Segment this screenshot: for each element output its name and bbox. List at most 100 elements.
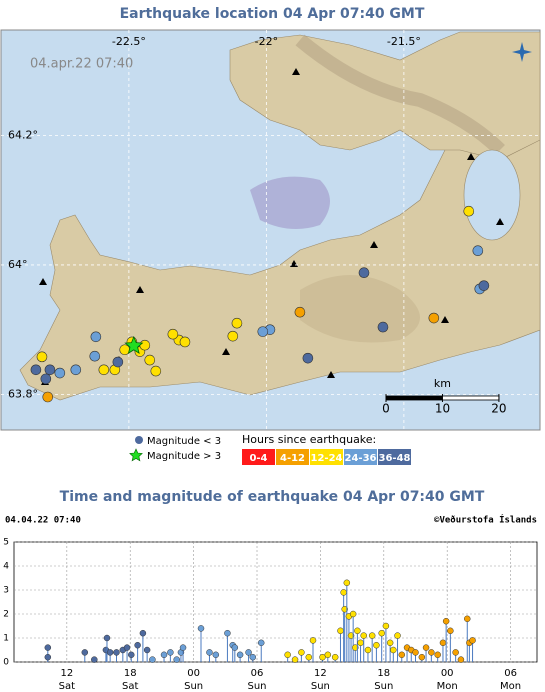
quake-point (245, 649, 252, 656)
legend-label: 36-48 (379, 453, 411, 464)
quake-point (197, 625, 205, 632)
quake-point (457, 656, 465, 663)
quake (358, 267, 370, 279)
map: 04.apr.22 07:40 -22.5° -22° -21.5° 64.2° 64°… (0, 29, 541, 431)
y-tick-label: 4 (3, 562, 9, 572)
x-tick-label: 12 (60, 668, 73, 679)
quake-point (422, 644, 430, 651)
quake-point (257, 639, 265, 647)
quake-point (309, 637, 317, 644)
quake-point (452, 649, 459, 656)
quake-point (394, 632, 401, 639)
scale-label: 10 (435, 402, 450, 416)
scale-label: 20 (491, 402, 506, 416)
legend-swatch (378, 449, 411, 465)
quake-point (103, 634, 111, 642)
quake-point (347, 632, 355, 639)
quake (112, 356, 124, 368)
quake (98, 364, 110, 376)
x-tick-day: Sat (59, 681, 75, 692)
quake-point (464, 615, 471, 623)
x-tick-label: 00 (441, 668, 454, 679)
quake-point (352, 644, 359, 651)
legend-small: Magnitude < 3 (147, 436, 221, 447)
quake (294, 306, 306, 318)
quake-point (357, 639, 364, 647)
legend-swatch (344, 449, 377, 465)
quake (40, 373, 52, 385)
quake (70, 364, 82, 376)
chart-date: 04.04.22 07:40 (5, 516, 81, 526)
legend-swatch (276, 449, 309, 465)
x-tick-label: 06 (504, 668, 517, 679)
legend-swatch (310, 449, 343, 465)
lon-label: -22.5° (112, 35, 146, 48)
quake-point (340, 589, 347, 596)
quake-point (434, 651, 441, 659)
x-tick-day: Mon (500, 681, 521, 692)
credit: ©Veðurstofa Íslands (434, 514, 537, 526)
x-tick-label: 12 (314, 668, 327, 679)
quake-point (382, 622, 390, 630)
quake (428, 312, 440, 324)
lat-label: 64.2° (8, 129, 38, 142)
x-tick-day: Sun (311, 681, 330, 692)
quake (89, 350, 101, 362)
quake (472, 245, 484, 257)
quake-point (206, 649, 213, 656)
quake-point (179, 644, 187, 651)
y-tick-label: 1 (3, 634, 9, 644)
quake-point (44, 653, 52, 661)
map-title: Earthquake location 04 Apr 07:40 GMT (120, 6, 425, 22)
legend-large: Magnitude > 3 (147, 451, 221, 462)
highland (295, 34, 505, 156)
quake-point (160, 651, 168, 659)
x-tick-day: Sun (184, 681, 203, 692)
quake-point (143, 646, 151, 654)
y-tick-label: 5 (3, 538, 9, 548)
quake-point (439, 639, 447, 647)
quake-point (106, 649, 114, 656)
highland (300, 275, 420, 343)
quake-point (236, 651, 244, 659)
quake-point (291, 656, 299, 663)
legend-label: 12-24 (311, 453, 343, 464)
quake-point (442, 617, 450, 625)
x-tick-day: Mon (437, 681, 458, 692)
lon-label: -22° (255, 35, 278, 48)
quake-point (123, 644, 131, 651)
quake (377, 321, 389, 333)
quake-point (134, 641, 141, 649)
quake (36, 351, 48, 363)
quake (42, 391, 54, 403)
x-tick-label: 00 (187, 668, 200, 679)
legend-label: 24-36 (345, 453, 377, 464)
quake-point (231, 644, 239, 651)
quake (227, 330, 239, 342)
quake-point (428, 649, 435, 656)
quake (139, 339, 151, 351)
quake (231, 317, 243, 329)
quake-point (173, 656, 180, 663)
y-tick-label: 3 (3, 586, 9, 596)
quake-point (298, 649, 305, 656)
quake-point (364, 646, 372, 654)
quake (90, 331, 102, 343)
quake (179, 336, 191, 348)
y-tick-label: 2 (3, 610, 9, 620)
large-quake (124, 335, 144, 354)
quake (150, 365, 162, 377)
quake-point (469, 637, 476, 644)
legend-swatch (242, 449, 275, 465)
quake-point (349, 610, 357, 618)
quake (144, 354, 156, 366)
quake-point (418, 653, 426, 661)
legend-hours-title: Hours since earthquake: (242, 433, 376, 446)
quake-point (412, 649, 419, 656)
quake-point (447, 627, 454, 635)
scale-unit: km (434, 377, 451, 390)
legend-symbol (135, 436, 143, 444)
x-tick-label: 06 (251, 668, 264, 679)
quake (44, 364, 56, 376)
legend-symbol (129, 448, 143, 462)
